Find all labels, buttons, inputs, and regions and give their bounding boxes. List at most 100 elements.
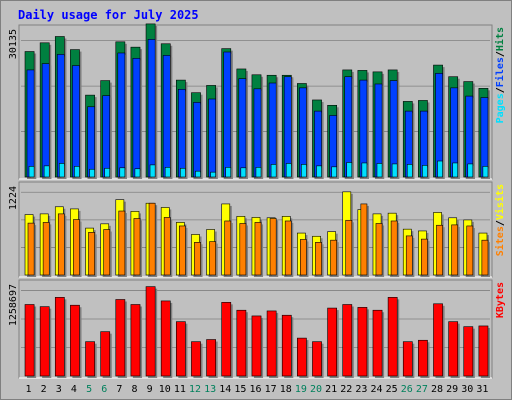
legend-sites: Sites — [494, 226, 506, 256]
bar-kbytes-day-31-fill — [478, 325, 489, 377]
x-tick-label: 3 — [56, 384, 62, 395]
bar-sites-day-17-fill — [269, 218, 277, 276]
bar-kbytes-day-25 — [387, 297, 400, 378]
bar-files-day-6 — [102, 95, 112, 179]
bar-kbytes-day-2 — [39, 306, 52, 378]
bar-kbytes-day-26 — [402, 341, 415, 378]
x-tick-label: 30 — [461, 384, 473, 395]
bar-sites-day-24 — [375, 223, 385, 277]
bar-pages-day-25-fill — [391, 163, 398, 178]
legend-visits: Visits — [494, 184, 506, 220]
legend-files: Files — [494, 57, 506, 87]
bar-kbytes-day-9 — [145, 286, 158, 378]
legend-separator: / — [495, 51, 506, 57]
bar-pages-day-25 — [391, 163, 400, 179]
bar-files-day-9 — [147, 39, 158, 180]
bar-sites-day-24-fill — [375, 223, 383, 276]
bar-pages-day-31 — [482, 166, 490, 179]
bar-files-day-31-fill — [480, 97, 489, 178]
bar-files-day-13-fill — [208, 98, 216, 178]
bar-files-day-1-fill — [26, 69, 35, 178]
x-tick-label: 10 — [159, 384, 171, 395]
panel-bottom: 1258697 KBytes — [8, 279, 506, 379]
bar-sites-day-27-fill — [421, 238, 428, 276]
legend-kbytes: KBytes — [495, 282, 506, 318]
bar-kbytes-day-20-fill — [312, 341, 322, 377]
x-tick-label: 6 — [101, 384, 107, 395]
bar-files-day-1 — [26, 69, 37, 179]
x-tick-label: 11 — [174, 384, 186, 395]
legend-hits: Hits — [494, 27, 506, 51]
bar-files-day-9-fill — [147, 39, 156, 178]
bar-pages-day-8-fill — [134, 168, 141, 178]
bar-pages-day-23-fill — [361, 162, 368, 178]
bar-sites-day-18-fill — [284, 220, 292, 276]
bar-files-day-16 — [253, 88, 264, 179]
x-tick-label: 2 — [41, 384, 47, 395]
bar-kbytes-day-2-fill — [39, 306, 50, 377]
bar-files-day-8 — [132, 58, 143, 179]
x-tick-label: 19 — [295, 384, 307, 395]
bar-pages-day-13 — [210, 171, 218, 179]
bar-sites-day-21 — [330, 239, 339, 277]
bar-kbytes-day-18-fill — [281, 314, 292, 377]
x-tick-label: 14 — [219, 384, 231, 395]
bar-kbytes-day-12 — [191, 341, 203, 378]
bar-pages-day-16 — [255, 167, 264, 179]
x-tick-label: 29 — [446, 384, 458, 395]
bar-kbytes-day-21-fill — [327, 307, 338, 377]
bar-kbytes-day-10-fill — [160, 300, 171, 377]
bar-files-day-4-fill — [72, 65, 80, 178]
bar-sites-day-11 — [178, 225, 188, 277]
bar-pages-day-6 — [104, 167, 112, 179]
x-tick-label: 27 — [416, 384, 428, 395]
bar-sites-day-17 — [269, 218, 279, 277]
bar-sites-day-14 — [224, 220, 233, 277]
legend-separator: / — [495, 220, 506, 226]
panel-top-max-label: 30135 — [8, 29, 19, 59]
bar-kbytes-day-13-fill — [206, 339, 216, 377]
bar-sites-day-15-fill — [239, 223, 247, 276]
bar-kbytes-day-7 — [115, 299, 127, 378]
bar-kbytes-day-6 — [100, 331, 112, 378]
bar-files-day-14 — [223, 51, 233, 179]
bar-kbytes-day-29 — [448, 321, 460, 378]
bar-files-day-6-fill — [102, 95, 111, 178]
bar-pages-day-3-fill — [58, 163, 65, 178]
bar-kbytes-day-23-fill — [357, 307, 368, 377]
bar-kbytes-day-8 — [130, 304, 143, 378]
bar-kbytes-day-28 — [433, 303, 445, 378]
bar-pages-day-23 — [361, 162, 369, 179]
bar-pages-day-9 — [149, 164, 158, 179]
bar-kbytes-day-4 — [70, 304, 82, 378]
bar-pages-day-10-fill — [164, 167, 171, 178]
x-tick-label: 1 — [26, 384, 32, 395]
bar-kbytes-day-19-fill — [297, 337, 307, 377]
bar-kbytes-day-20 — [312, 341, 324, 378]
bar-pages-day-6-fill — [104, 167, 111, 178]
bar-files-day-25-fill — [389, 80, 398, 178]
bar-pages-day-12-fill — [195, 170, 201, 178]
bar-pages-day-28 — [437, 160, 445, 179]
bar-kbytes-day-24 — [372, 309, 385, 378]
bar-pages-day-21 — [331, 166, 339, 179]
x-tick-label: 5 — [86, 384, 92, 395]
bar-sites-day-10-fill — [163, 217, 171, 276]
bar-sites-day-13-fill — [209, 241, 216, 276]
bar-pages-day-27-fill — [422, 165, 428, 178]
bar-pages-day-29 — [452, 162, 460, 179]
bar-sites-day-27 — [421, 238, 430, 277]
bar-sites-day-23-fill — [360, 203, 368, 276]
x-tick-label: 4 — [71, 384, 77, 395]
panel-bottom-legend: KBytes — [495, 282, 506, 318]
bar-kbytes-day-13 — [206, 339, 218, 378]
x-tick-label: 13 — [204, 384, 216, 395]
bar-kbytes-day-26-fill — [402, 341, 413, 377]
bar-sites-day-3 — [57, 213, 67, 277]
bar-pages-day-15 — [240, 167, 248, 179]
bar-files-day-19-fill — [299, 87, 307, 178]
bar-sites-day-25 — [390, 220, 400, 277]
bar-sites-day-1 — [27, 222, 37, 277]
bar-kbytes-day-16 — [251, 315, 264, 378]
